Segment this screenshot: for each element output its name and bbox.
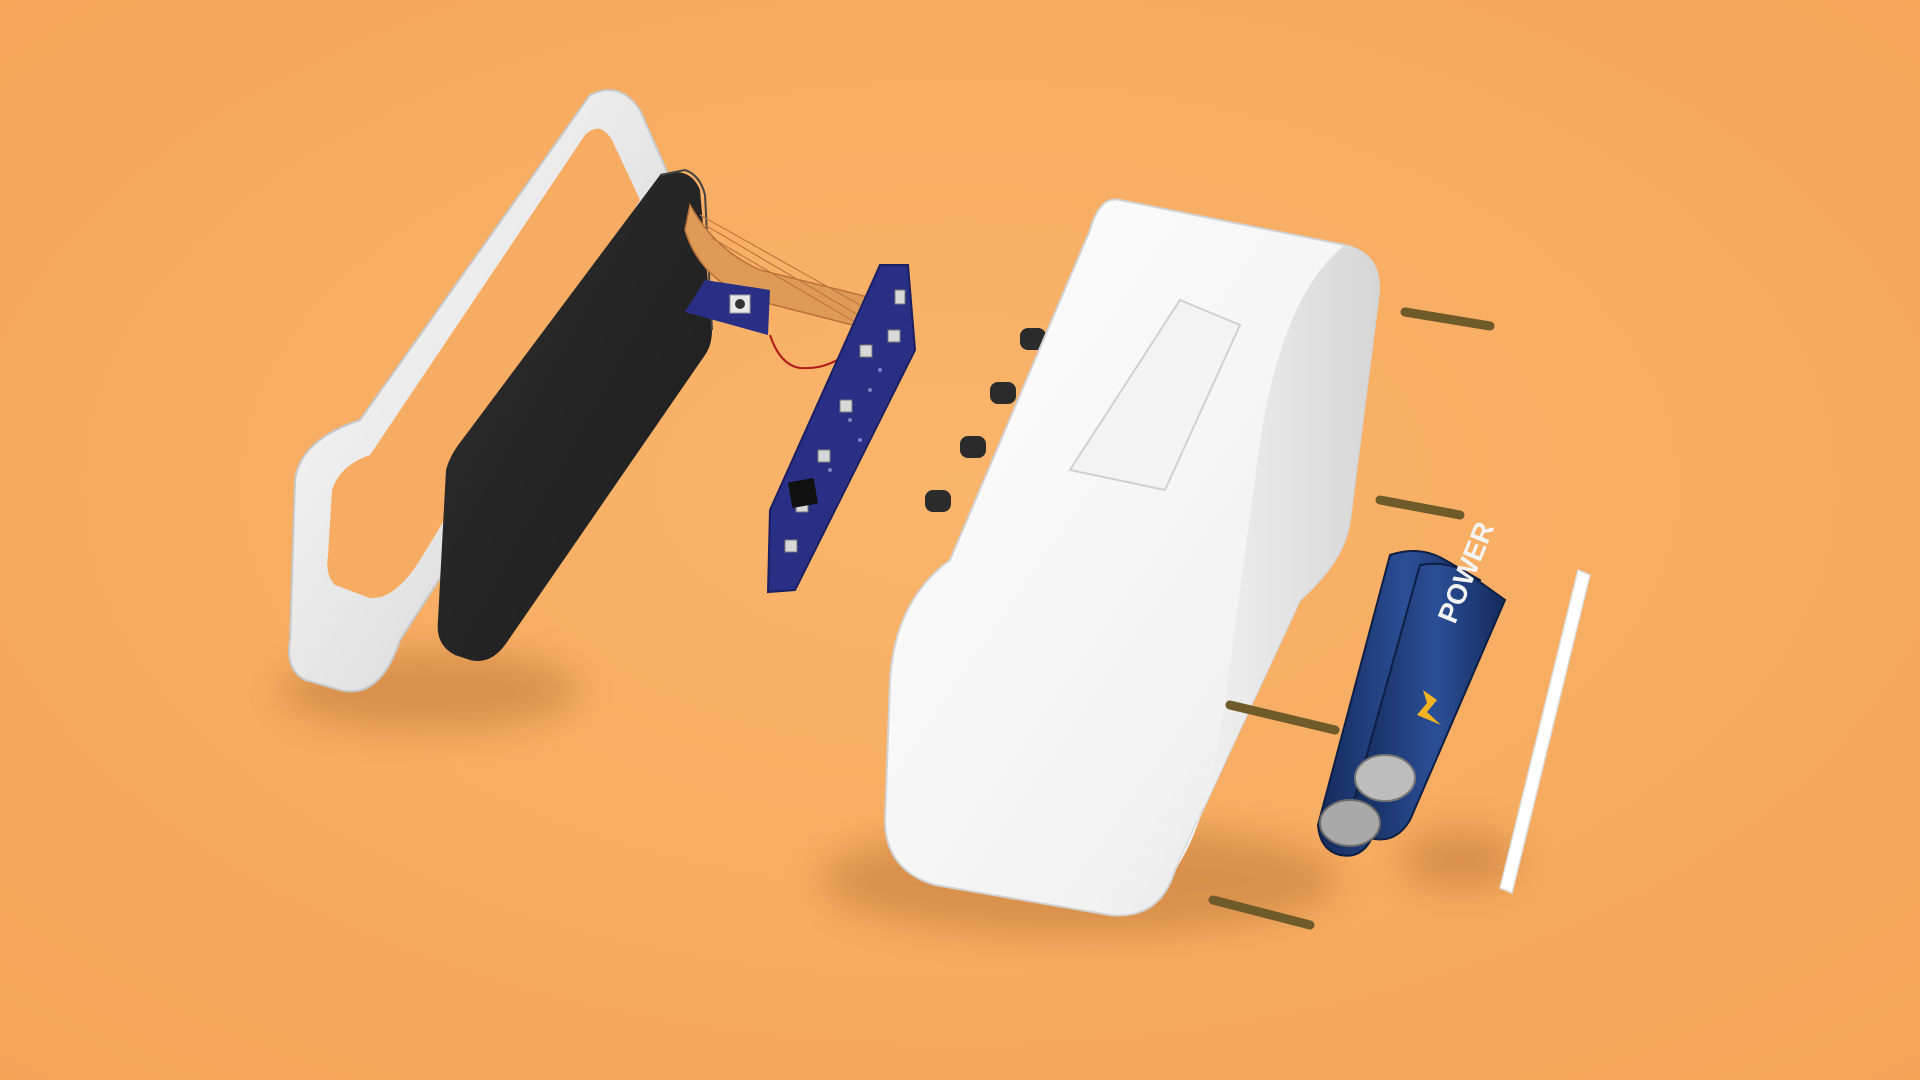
housing — [883, 198, 1380, 917]
control-knobs — [925, 328, 1046, 512]
front-frame — [288, 89, 678, 693]
back-cover — [1499, 568, 1591, 895]
batteries: POWER — [1316, 518, 1507, 857]
button-board — [685, 280, 770, 335]
circuit-board — [766, 264, 917, 594]
flex-ribbon — [684, 202, 881, 331]
screws — [1208, 307, 1495, 930]
display-panel — [437, 168, 713, 661]
